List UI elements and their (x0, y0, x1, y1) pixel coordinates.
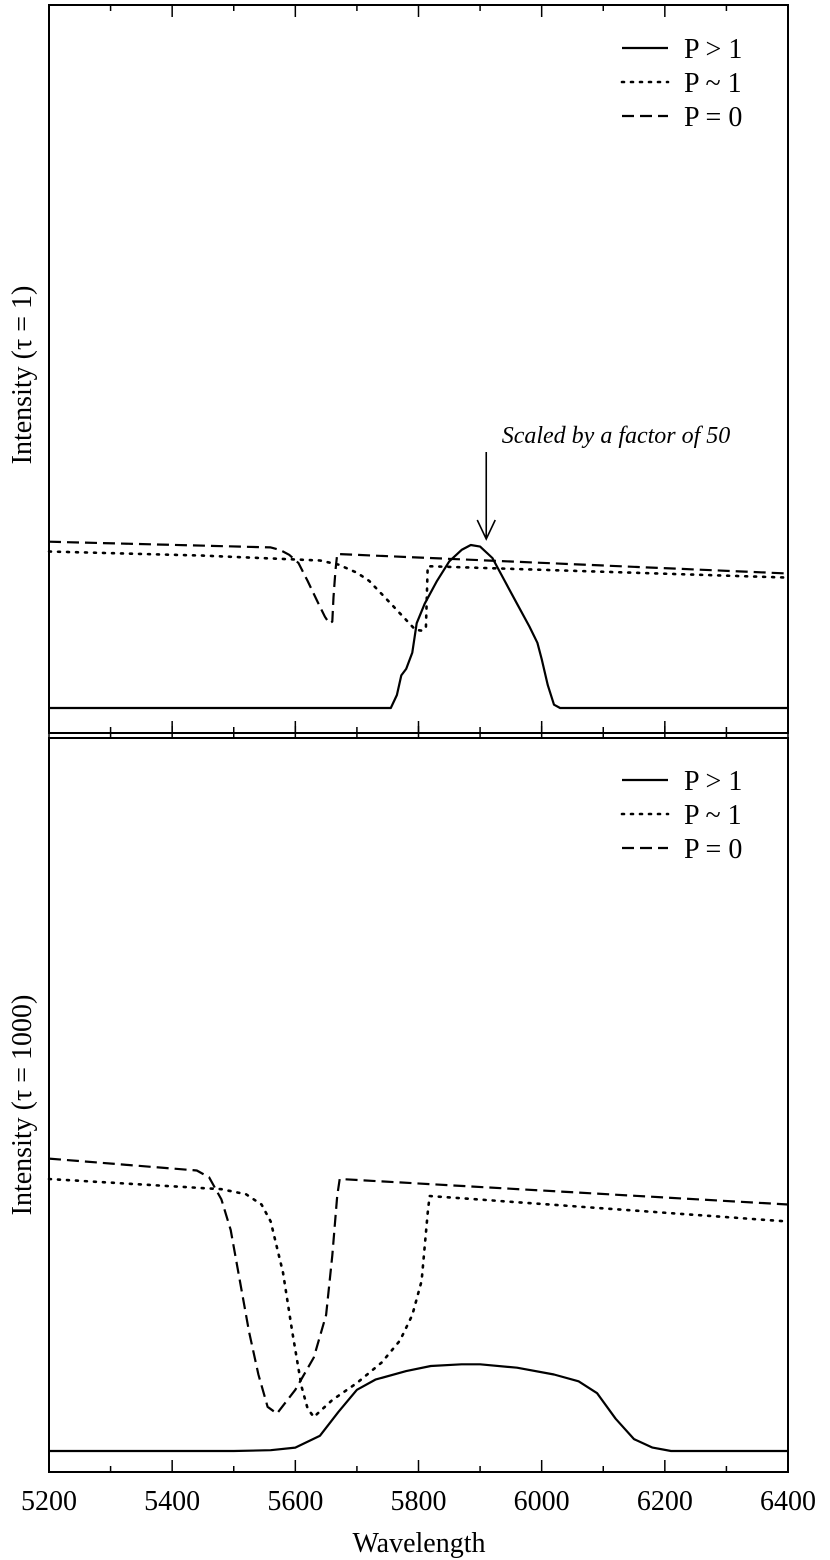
x-tick-label: 5200 (21, 1486, 77, 1517)
x-tick-label: 6200 (637, 1486, 693, 1517)
top-panel-frame (48, 4, 789, 734)
annotation-arrow-head (476, 519, 496, 541)
annotation-text: Scaled by a factor of 50 (502, 423, 731, 449)
x-tick-label: 5400 (144, 1486, 200, 1517)
top-panel-annotation: Scaled by a factor of 50 (476, 423, 731, 541)
x-axis-label: Wavelength (352, 1528, 485, 1559)
legend-label-papprox1: P ~ 1 (684, 68, 742, 99)
bottom-panel-legend: P > 1P ~ 1P = 0 (620, 766, 742, 865)
legend-label-pgt1: P > 1 (684, 766, 742, 797)
series-line-papprox1-bottom (47, 1177, 790, 1419)
top-y-axis-label: Intensity (τ = 1) (7, 286, 38, 465)
x-tick-label: 6000 (514, 1486, 570, 1517)
series-line-papprox1-top (47, 550, 790, 632)
x-tick-label: 6400 (760, 1486, 816, 1517)
series-line-peq0-top (48, 540, 789, 625)
top-panel-legend: P > 1P ~ 1P = 0 (620, 34, 742, 133)
series-line-pgt1-top (49, 543, 788, 710)
legend-label-pgt1: P > 1 (684, 34, 742, 65)
legend-label-papprox1: P ~ 1 (684, 800, 742, 831)
bottom-y-axis-label: Intensity (τ = 1000) (7, 995, 38, 1216)
bottom-panel-series (47, 1157, 790, 1453)
series-line-pgt1-bottom (49, 1363, 788, 1453)
series-line-peq0-bottom (48, 1157, 789, 1415)
legend-label-peq0: P = 0 (684, 102, 742, 133)
x-tick-label: 5600 (267, 1486, 323, 1517)
legend-label-peq0: P = 0 (684, 834, 742, 865)
bottom-panel-frame (48, 737, 789, 1473)
x-tick-label: 5800 (391, 1486, 447, 1517)
x-axis-ticks: 5200 5400 5600 5800 6000 6200 6400 (21, 5, 816, 1517)
top-panel-series (47, 540, 790, 710)
